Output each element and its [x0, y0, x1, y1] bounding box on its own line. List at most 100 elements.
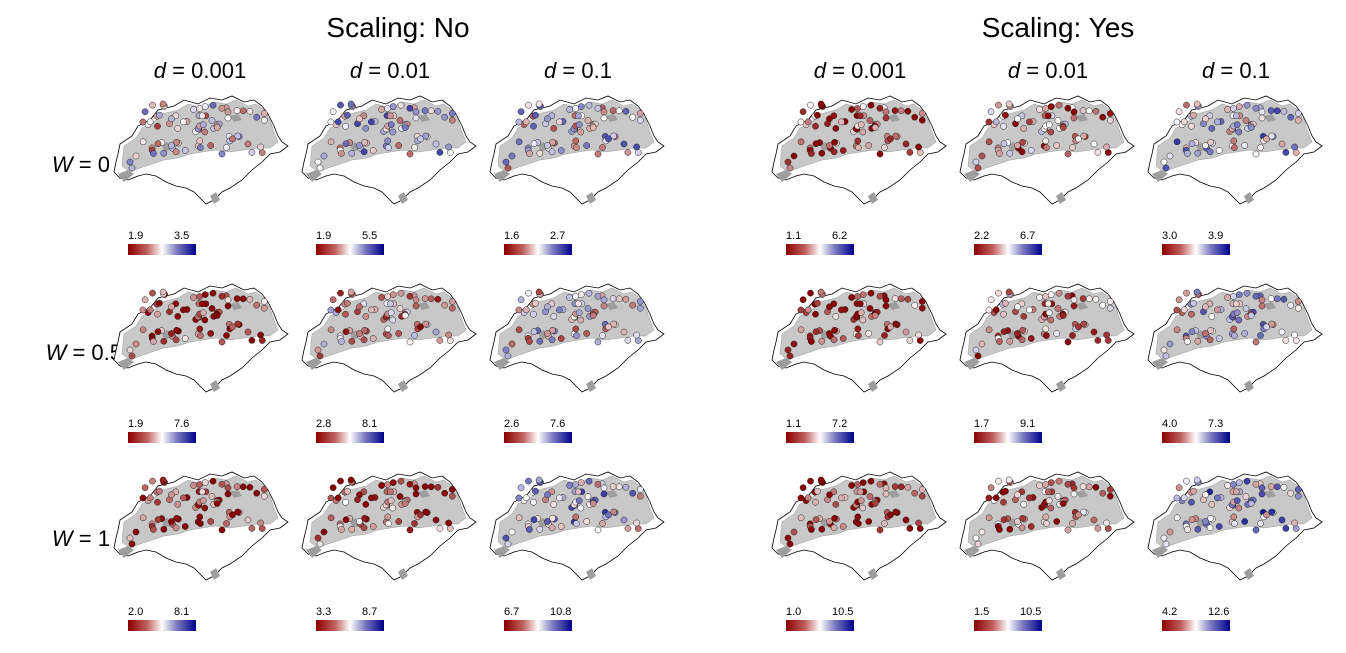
- station-point: [384, 481, 391, 488]
- station-point: [396, 493, 404, 500]
- legend-min: 2.2: [974, 230, 990, 242]
- station-point: [1242, 493, 1250, 500]
- station-point: [1054, 117, 1062, 124]
- station-point: [348, 525, 356, 533]
- station-point: [871, 312, 879, 319]
- station-point: [396, 117, 404, 124]
- station-point: [1042, 513, 1050, 521]
- station-point: [995, 289, 1002, 297]
- station-point: [1257, 520, 1264, 527]
- station-point: [556, 494, 563, 502]
- station-point: [882, 296, 890, 304]
- station-point: [180, 118, 187, 126]
- station-point: [412, 302, 420, 310]
- station-point: [427, 107, 435, 115]
- station-point: [207, 518, 215, 525]
- station-point: [1184, 150, 1191, 157]
- station-point: [515, 326, 523, 334]
- station-point: [525, 289, 532, 297]
- station-point: [1193, 288, 1201, 296]
- station-point: [1175, 484, 1183, 492]
- station-point: [1242, 117, 1250, 124]
- lake: [868, 192, 878, 204]
- station-point: [1042, 105, 1049, 112]
- station-point: [139, 118, 147, 126]
- station-point: [362, 501, 370, 508]
- station-point: [1026, 118, 1033, 126]
- station-point: [1190, 487, 1197, 495]
- station-point: [1215, 523, 1223, 530]
- station-point: [865, 142, 873, 149]
- station-point: [867, 289, 875, 297]
- station-point: [1188, 310, 1195, 318]
- station-point: [799, 296, 807, 304]
- station-point: [1202, 115, 1209, 123]
- legend-min: 4.2: [1162, 606, 1178, 618]
- station-point: [830, 336, 838, 344]
- station-point: [826, 303, 833, 311]
- station-point: [599, 332, 606, 339]
- station-point: [1247, 124, 1255, 131]
- station-point: [229, 511, 236, 519]
- station-point: [624, 149, 632, 156]
- legend-max: 3.9: [1208, 230, 1224, 242]
- station-point: [1242, 305, 1250, 312]
- lake: [306, 546, 322, 558]
- map-panel: 1.9 7.6: [102, 280, 302, 465]
- station-point: [244, 328, 252, 336]
- station-point: [916, 149, 924, 156]
- station-point: [1055, 289, 1063, 297]
- legend-min: 6.7: [504, 606, 520, 618]
- station-point: [401, 500, 409, 507]
- lake: [418, 114, 430, 122]
- station-point: [218, 104, 226, 112]
- station-point: [190, 294, 197, 301]
- station-point: [620, 140, 628, 148]
- station-point: [342, 328, 350, 336]
- station-point: [1291, 519, 1298, 527]
- column-label: d = 0.001: [153, 58, 247, 83]
- column-label: d = 0.01: [349, 58, 431, 83]
- legend-max: 10.5: [1020, 606, 1042, 618]
- station-point: [385, 520, 392, 527]
- station-point: [892, 132, 900, 140]
- legend-max: 7.6: [550, 418, 566, 430]
- station-point: [1173, 306, 1181, 314]
- station-point: [636, 486, 644, 493]
- station-point: [201, 128, 209, 136]
- legend-color-bar: [128, 620, 196, 631]
- station-point: [1214, 494, 1221, 502]
- row-label: W = 0: [51, 152, 110, 177]
- station-point: [422, 320, 430, 328]
- station-point: [1018, 336, 1026, 344]
- station-point: [1252, 480, 1260, 488]
- station-point: [814, 299, 821, 307]
- station-point: [812, 498, 819, 506]
- station-point: [797, 514, 805, 522]
- station-point: [1208, 313, 1216, 320]
- station-point: [1018, 148, 1026, 156]
- station-point: [199, 497, 207, 505]
- station-point: [577, 479, 585, 486]
- station-point: [260, 116, 268, 124]
- station-point: [338, 526, 345, 533]
- station-point: [1214, 118, 1221, 126]
- legend-color-bar: [974, 432, 1042, 443]
- station-point: [797, 306, 805, 314]
- station-point: [395, 518, 403, 525]
- station-point: [634, 149, 642, 156]
- station-point: [867, 101, 875, 109]
- map-panel: 2.6 7.6: [478, 280, 678, 465]
- station-point: [181, 523, 189, 530]
- lake: [868, 568, 878, 580]
- station-point: [1090, 140, 1098, 148]
- station-point: [992, 118, 1000, 126]
- station-point: [360, 524, 368, 532]
- station-point: [1291, 331, 1298, 339]
- color-legend: 1.9 3.5: [128, 230, 248, 260]
- station-point: [634, 525, 642, 532]
- station-point: [141, 484, 149, 492]
- station-point: [1000, 122, 1007, 130]
- station-point: [978, 340, 986, 348]
- station-point: [378, 294, 385, 301]
